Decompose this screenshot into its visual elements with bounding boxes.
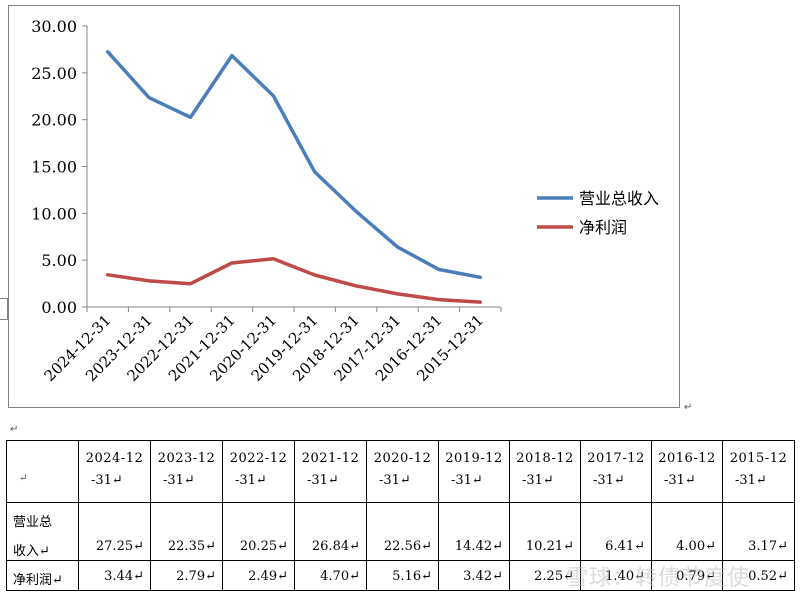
paragraph-mark: ↵: [684, 402, 693, 413]
y-tick-label: 0.00: [41, 298, 77, 317]
table-value-cell: 26.84↵: [294, 502, 367, 561]
header-date-top: 2018-12: [516, 451, 574, 466]
table-header-cell: 2015-12 -31↵: [722, 440, 795, 503]
table-value-cell: 2.79↵: [150, 560, 223, 591]
paragraph-mark: ↵: [10, 424, 19, 435]
header-date-bottom: -31↵: [163, 473, 195, 488]
table-value-cell: 0.52↵: [722, 560, 795, 591]
series-line-1: [105, 50, 483, 280]
table-value-cell: 6.41↵: [580, 502, 652, 561]
table-value-cell: 2.25↵: [509, 560, 581, 591]
table-header-cell: 2021-12 -31↵: [294, 440, 367, 503]
table-value-cell: 2.49↵: [222, 560, 295, 591]
table-value-cell: 10.21↵: [509, 502, 581, 561]
table-value-cell: 1.40↵: [580, 560, 652, 591]
table-header-cell: 2018-12 -31↵: [509, 440, 581, 503]
row-label-line2: 收入↵: [13, 544, 50, 559]
header-date-top: 2024-12: [85, 451, 144, 466]
y-tick-label: 20.00: [31, 111, 77, 130]
y-tick-label: 5.00: [41, 251, 77, 270]
y-tick-label: 10.00: [31, 204, 77, 223]
series-line-2: [105, 256, 483, 304]
table-corner-cell: ↵: [6, 440, 79, 503]
y-tick-label: 25.00: [31, 64, 77, 83]
legend-label: 净利润: [579, 218, 627, 237]
line-chart: 0.005.0010.0015.0020.0025.0030.002024-12…: [31, 17, 659, 385]
row-label-line1: 营业总: [13, 515, 53, 530]
table-value-cell: 3.44↵: [78, 560, 151, 591]
table-header-cell: 2024-12 -31↵: [78, 440, 151, 503]
table-header-row: ↵ 2024-12 -31↵ 2023-12 -31↵ 2022-12 -31↵ 2021-1…: [6, 440, 795, 503]
y-tick-label: 15.00: [31, 158, 77, 177]
table-value-cell: 5.16↵: [366, 560, 439, 591]
header-date-top: 2020-12: [373, 451, 432, 466]
header-date-top: 2022-12: [229, 451, 288, 466]
header-date-bottom: -31↵: [235, 473, 267, 488]
data-table: ↵ 2024-12 -31↵ 2023-12 -31↵ 2022-12 -31↵ 2021-1…: [6, 440, 795, 591]
row-label-cell: 营业总收入↵: [6, 502, 79, 561]
header-date-top: 2017-12: [587, 451, 645, 466]
table-header-cell: 2017-12 -31↵: [580, 440, 652, 503]
table-value-cell: 22.56↵: [366, 502, 439, 561]
y-tick-label: 30.00: [31, 17, 77, 36]
table-value-cell: 27.25↵: [78, 502, 151, 561]
table-value-cell: 22.35↵: [150, 502, 223, 561]
table-header-cell: 2016-12 -31↵: [651, 440, 723, 503]
header-date-bottom: -31↵: [307, 473, 339, 488]
table-header-cell: 2020-12 -31↵: [366, 440, 439, 503]
table-value-cell: 3.17↵: [722, 502, 795, 561]
table-header-cell: 2023-12 -31↵: [150, 440, 223, 503]
paragraph-mark: ↵: [19, 473, 28, 484]
row-label-cell: 净利润↵: [6, 560, 79, 591]
table-value-cell: 3.42↵: [438, 560, 510, 591]
table-value-cell: 20.25↵: [222, 502, 295, 561]
header-date-bottom: -31↵: [379, 473, 411, 488]
header-date-bottom: -31↵: [593, 473, 625, 488]
header-date-bottom: -31↵: [664, 473, 696, 488]
table-header-cell: 2022-12 -31↵: [222, 440, 295, 503]
table-row: 净利润↵ 3.44↵ 2.79↵ 2.49↵ 4.70↵ 5.16↵ 3.42↵ 2.25↵ 1…: [6, 560, 795, 591]
table-value-cell: 0.79↵: [651, 560, 723, 591]
header-date-top: 2019-12: [445, 451, 503, 466]
header-date-top: 2015-12: [729, 451, 788, 466]
chart-frame: 0.00 5.00 10.00 15.00 20.00 25.00 30.00 2024-12…: [8, 5, 680, 408]
legend-label: 营业总收入: [579, 189, 659, 208]
table-value-cell: 4.00↵: [651, 502, 723, 561]
table-value-cell: 14.42↵: [438, 502, 510, 561]
header-date-top: 2016-12: [658, 451, 716, 466]
header-date-top: 2023-12: [157, 451, 216, 466]
header-date-bottom: -31↵: [522, 473, 554, 488]
table-value-cell: 4.70↵: [294, 560, 367, 591]
header-date-top: 2021-12: [301, 451, 360, 466]
header-date-bottom: -31↵: [451, 473, 483, 488]
header-date-bottom: -31↵: [735, 473, 767, 488]
frame-edge-marker: [0, 298, 8, 320]
header-date-bottom: -31↵: [91, 473, 123, 488]
table-header-cell: 2019-12 -31↵: [438, 440, 510, 503]
table-row: 营业总 收入↵ 27.25↵ 22.35↵ 20.25↵ 26.84↵ 22.56↵ 14.4…: [6, 502, 795, 561]
